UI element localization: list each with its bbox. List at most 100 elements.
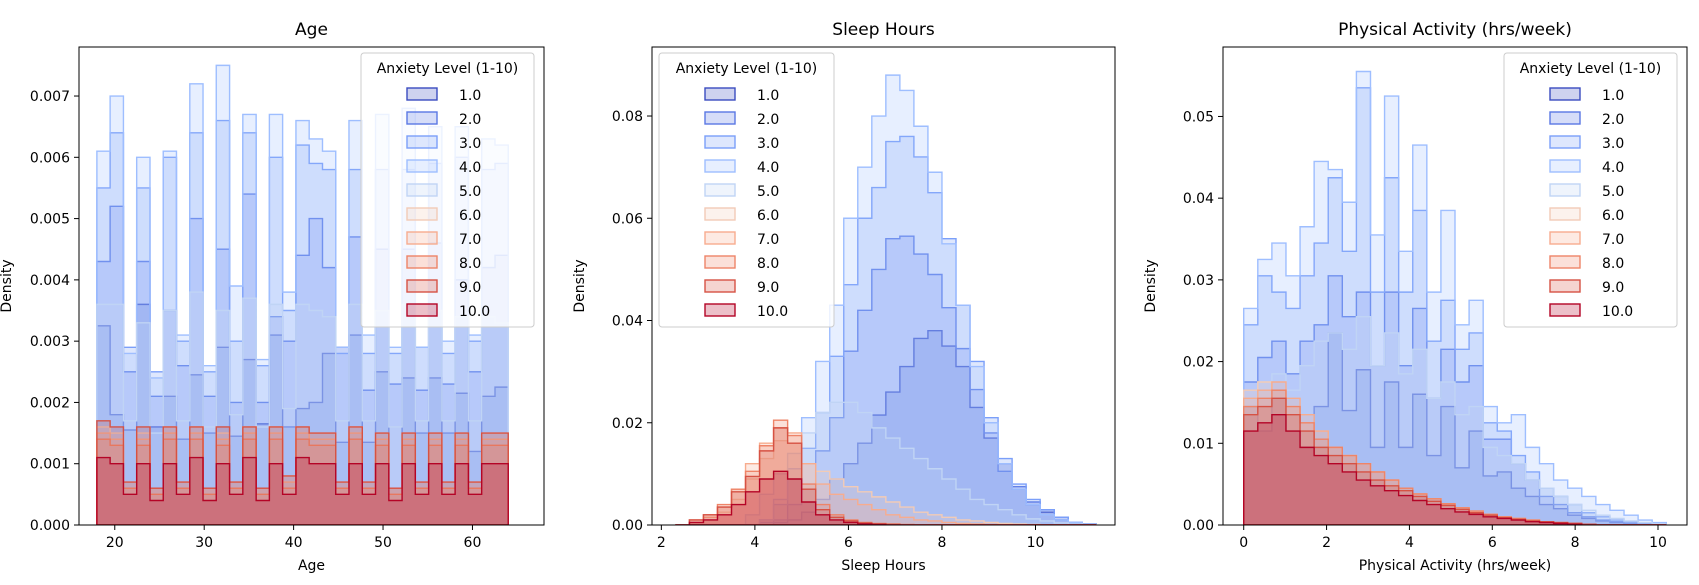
- legend-swatch-2-0: [704, 111, 736, 125]
- legend-label-7-0: 7.0: [1602, 232, 1624, 248]
- y-axis-label: Density: [1143, 259, 1159, 312]
- y-tick-label: 0.000: [30, 518, 70, 534]
- chart-panel-1: 20 30 40 50 60 0.000 0.001 0.002 0.003 0.004 0.005…: [0, 20, 545, 574]
- legend-label-9-0: 9.0: [459, 280, 481, 296]
- series-9-0-histogram: [1243, 397, 1667, 525]
- y-tick-label: 0.02: [612, 416, 643, 432]
- legend-label-5-0: 5.0: [757, 184, 779, 200]
- y-tick-label: 0.03: [1183, 273, 1214, 289]
- series-9-0-histogram: [675, 427, 1097, 525]
- chart-title: Sleep Hours: [832, 20, 935, 40]
- legend-title: Anxiety Level (1-10): [1520, 61, 1662, 77]
- legend-label-6-0: 6.0: [757, 208, 779, 224]
- chart-title: Age: [295, 20, 328, 40]
- legend-label-8-0: 8.0: [459, 256, 481, 272]
- y-tick-label: 0.06: [612, 211, 643, 227]
- y-tick-label: 0.003: [30, 334, 70, 350]
- legend-label-3-0: 3.0: [757, 136, 779, 152]
- legend-swatch-3-0: [704, 135, 736, 149]
- legend-label-4-0: 4.0: [459, 160, 481, 176]
- y-tick-label: 0.02: [1183, 355, 1214, 371]
- legend-swatch-4-0: [1549, 159, 1581, 173]
- legend-swatch-10-0: [1549, 303, 1581, 317]
- legend-swatch-7-0: [406, 231, 438, 245]
- y-tick-label: 0.08: [612, 109, 643, 125]
- y-tick-label: 0.00: [1183, 518, 1214, 534]
- legend-label-7-0: 7.0: [459, 232, 481, 248]
- x-tick-label: 10: [1027, 535, 1045, 551]
- x-tick-label: 4: [1405, 535, 1414, 551]
- legend-swatch-8-0: [704, 255, 736, 269]
- y-tick-label: 0.004: [30, 273, 70, 289]
- legend-swatch-9-0: [406, 279, 438, 293]
- chart-title: Physical Activity (hrs/week): [1338, 20, 1572, 40]
- x-tick-label: 30: [195, 535, 213, 551]
- x-axis-label: Sleep Hours: [841, 558, 925, 574]
- legend-swatch-6-0: [704, 207, 736, 221]
- axes-frame: [1222, 46, 1688, 526]
- legend-swatch-5-0: [1549, 183, 1581, 197]
- x-axis-label: Age: [298, 558, 325, 574]
- legend-swatch-1-0: [406, 87, 438, 101]
- x-tick-label: 50: [374, 535, 392, 551]
- y-tick-label: 0.05: [1183, 109, 1214, 125]
- x-tick-label: 2: [657, 535, 666, 551]
- legend-label-7-0: 7.0: [757, 232, 779, 248]
- x-axis-label: Physical Activity (hrs/week): [1359, 558, 1552, 574]
- legend-label-9-0: 9.0: [757, 280, 779, 296]
- series-4-0-histogram: [675, 74, 1097, 525]
- legend: Anxiety Level (1-10) 1.0 2.0 3.0 4.0 5.0 6.0 7.…: [360, 52, 535, 328]
- legend-label-8-0: 8.0: [1602, 256, 1624, 272]
- legend-swatch-4-0: [704, 159, 736, 173]
- legend-swatch-1-0: [704, 87, 736, 101]
- x-tick-label: 60: [464, 535, 482, 551]
- legend-swatch-8-0: [406, 255, 438, 269]
- legend-label-1-0: 1.0: [459, 88, 481, 104]
- axes-frame: [78, 46, 545, 526]
- legend-label-9-0: 9.0: [1602, 280, 1624, 296]
- y-tick-label: 0.002: [30, 395, 70, 411]
- y-tick-label: 0.00: [612, 518, 643, 534]
- legend-label-4-0: 4.0: [1602, 160, 1624, 176]
- legend-swatch-2-0: [406, 111, 438, 125]
- legend-label-2-0: 2.0: [459, 112, 481, 128]
- legend-label-5-0: 5.0: [459, 184, 481, 200]
- series-5-0-histogram: [1243, 315, 1667, 525]
- legend-swatch-8-0: [1549, 255, 1581, 269]
- series-10-0-histogram: [675, 470, 1097, 525]
- legend-swatch-4-0: [406, 159, 438, 173]
- legend-label-5-0: 5.0: [1602, 184, 1624, 200]
- legend-swatch-2-0: [1549, 111, 1581, 125]
- legend-box: [658, 52, 835, 328]
- x-tick-label: 6: [844, 535, 853, 551]
- legend-swatch-5-0: [704, 183, 736, 197]
- legend-label-1-0: 1.0: [757, 88, 779, 104]
- series-10-0-histogram: [96, 456, 509, 525]
- legend-swatch-6-0: [1549, 207, 1581, 221]
- legend-swatch-9-0: [704, 279, 736, 293]
- legend-swatch-9-0: [1549, 279, 1581, 293]
- y-tick-label: 0.005: [30, 212, 70, 228]
- y-axis-label: Density: [572, 259, 588, 312]
- legend: Anxiety Level (1-10) 1.0 2.0 3.0 4.0 5.0 6.0 7.…: [1503, 52, 1678, 328]
- legend-label-6-0: 6.0: [1602, 208, 1624, 224]
- series-layer: [675, 74, 1097, 525]
- legend-label-10-0: 10.0: [757, 304, 788, 320]
- y-tick-label: 0.007: [30, 89, 70, 105]
- x-tick-label: 40: [285, 535, 303, 551]
- x-tick-label: 2: [1322, 535, 1331, 551]
- legend-label-2-0: 2.0: [757, 112, 779, 128]
- chart-panel-3: 0 2 4 6 8 10 0.00 0.01 0.02 0.03 0.04 0.05 Physical …: [1143, 20, 1688, 574]
- legend-swatch-7-0: [1549, 231, 1581, 245]
- legend-label-3-0: 3.0: [1602, 136, 1624, 152]
- y-tick-label: 0.04: [1183, 191, 1214, 207]
- y-axis-label: Density: [0, 259, 15, 312]
- legend-swatch-5-0: [406, 183, 438, 197]
- legend: Anxiety Level (1-10) 1.0 2.0 3.0 4.0 5.0 6.0 7.…: [658, 52, 835, 328]
- legend-swatch-1-0: [1549, 87, 1581, 101]
- legend-title: Anxiety Level (1-10): [377, 61, 519, 77]
- y-tick-label: 0.04: [612, 314, 643, 330]
- legend-box: [360, 52, 535, 328]
- legend-box: [1503, 52, 1678, 328]
